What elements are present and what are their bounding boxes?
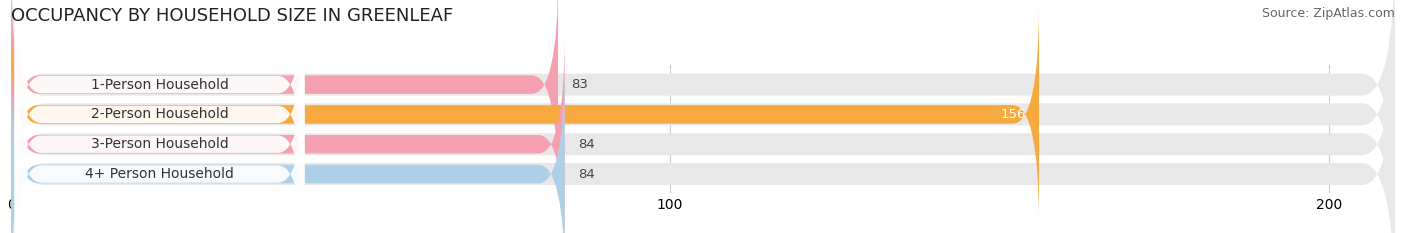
Text: 84: 84 xyxy=(578,138,595,151)
FancyBboxPatch shape xyxy=(14,0,305,195)
Text: 3-Person Household: 3-Person Household xyxy=(90,137,228,151)
FancyBboxPatch shape xyxy=(14,63,305,233)
Text: Source: ZipAtlas.com: Source: ZipAtlas.com xyxy=(1261,7,1395,20)
FancyBboxPatch shape xyxy=(14,4,305,225)
Text: 84: 84 xyxy=(578,168,595,181)
FancyBboxPatch shape xyxy=(11,6,1395,233)
FancyBboxPatch shape xyxy=(11,36,1395,233)
FancyBboxPatch shape xyxy=(11,0,558,195)
Text: OCCUPANCY BY HOUSEHOLD SIZE IN GREENLEAF: OCCUPANCY BY HOUSEHOLD SIZE IN GREENLEAF xyxy=(11,7,454,25)
FancyBboxPatch shape xyxy=(11,0,1395,233)
Text: 1-Person Household: 1-Person Household xyxy=(90,78,228,92)
Text: 2-Person Household: 2-Person Household xyxy=(90,107,228,121)
Text: 156: 156 xyxy=(1001,108,1026,121)
FancyBboxPatch shape xyxy=(14,34,305,233)
FancyBboxPatch shape xyxy=(11,0,1395,223)
Text: 4+ Person Household: 4+ Person Household xyxy=(84,167,233,181)
FancyBboxPatch shape xyxy=(11,34,565,233)
FancyBboxPatch shape xyxy=(11,4,1039,224)
Text: 83: 83 xyxy=(571,78,588,91)
FancyBboxPatch shape xyxy=(11,64,565,233)
